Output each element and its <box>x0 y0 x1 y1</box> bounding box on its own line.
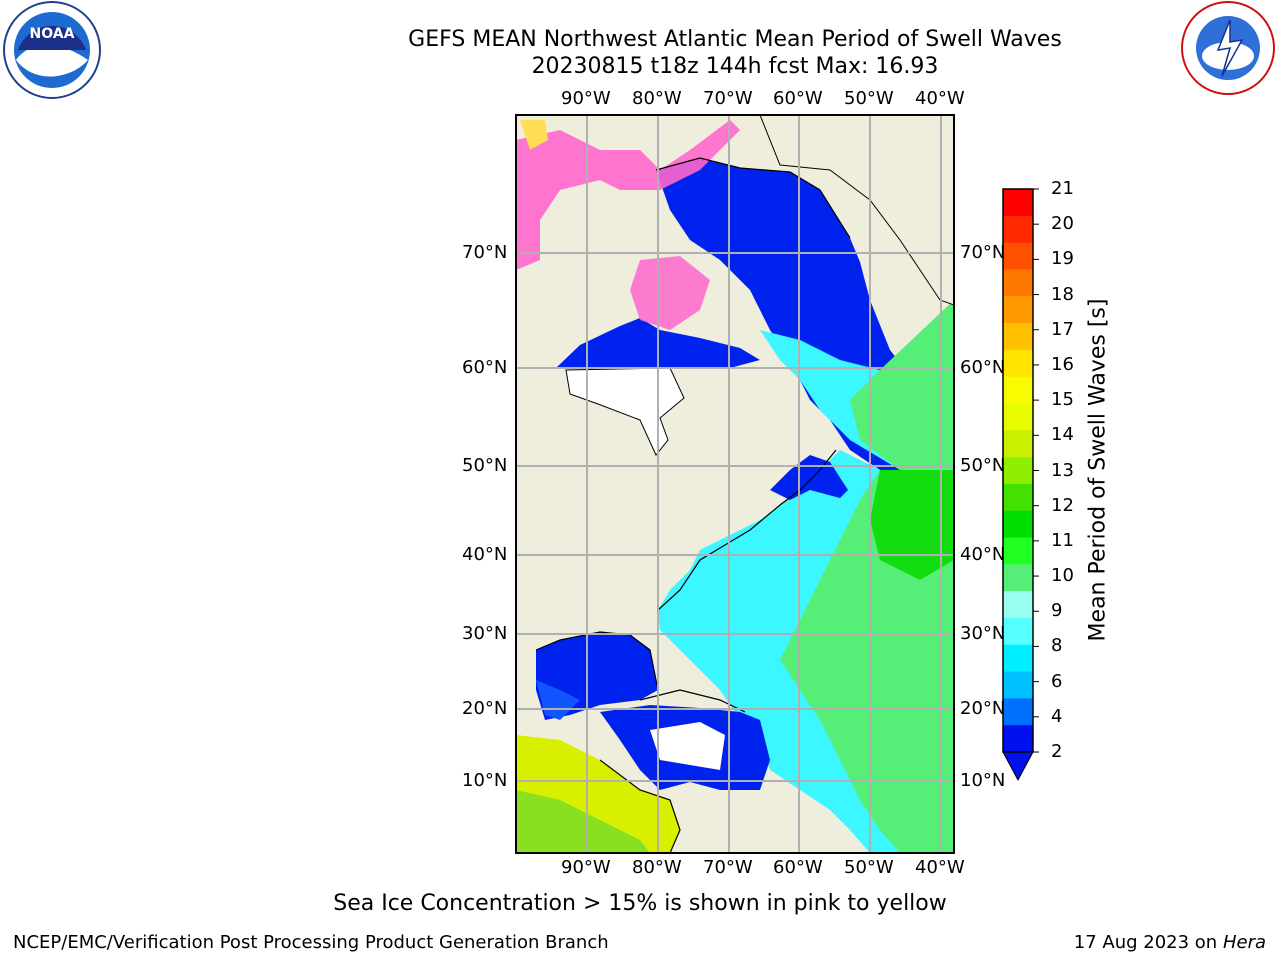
colorbar-segment <box>1003 242 1033 270</box>
sea-ice-archipelago <box>516 120 740 270</box>
sea-ice-foxe-basin <box>630 256 710 330</box>
colorbar-segment <box>1003 698 1033 726</box>
colorbar-segment <box>1003 591 1033 619</box>
colorbar-segment <box>1003 537 1033 565</box>
footer-credit: NCEP/EMC/Verification Post Processing Pr… <box>13 932 609 953</box>
colorbar-tick-label: 6 <box>1051 670 1063 692</box>
colorbar-segment <box>1003 510 1033 539</box>
colorbar-segment <box>1003 189 1033 217</box>
footer-date-text: 17 Aug 2023 on <box>1073 932 1218 953</box>
colorbar-segment <box>1003 483 1033 512</box>
lon-label-bottom: 50°W <box>844 857 894 878</box>
colorbar-segment <box>1003 671 1033 699</box>
lon-label-top: 40°W <box>915 88 965 109</box>
colorbar-extend-arrow <box>1002 751 1034 782</box>
caribbean-missing <box>650 722 725 770</box>
lat-label-left: 50°N <box>462 455 508 476</box>
colorbar-tick-label: 9 <box>1051 600 1063 622</box>
colorbar-segment <box>1003 215 1033 244</box>
colorbar-tick-label: 20 <box>1051 213 1074 235</box>
noaa-logo: NOAA <box>3 1 101 99</box>
colorbar-tick-label: 10 <box>1051 565 1074 587</box>
lat-label-right: 70°N <box>960 242 1006 263</box>
lon-label-bottom: 40°W <box>915 857 965 878</box>
colorbar-title: Mean Period of Swell Waves [s] <box>1085 298 1111 642</box>
colorbar-segment <box>1003 617 1033 646</box>
colorbar-segment <box>1003 457 1033 485</box>
colorbar-tick-label: 11 <box>1051 529 1074 551</box>
lon-label-top: 90°W <box>561 88 611 109</box>
lat-label-left: 40°N <box>462 544 508 565</box>
lat-label-right: 20°N <box>960 698 1006 719</box>
map-gridlines <box>516 115 954 853</box>
map-frame <box>515 114 955 854</box>
colorbar-tick-label: 19 <box>1051 248 1074 270</box>
south-america-field-low <box>516 790 650 853</box>
chart-subtitle: 20230815 t18z 144h fcst Max: 16.93 <box>531 54 939 79</box>
colorbar-segment <box>1003 430 1033 458</box>
lon-label-top: 50°W <box>844 88 894 109</box>
map-panel <box>515 114 955 854</box>
footer-date: 17 Aug 2023 on Hera <box>1074 932 1266 953</box>
lat-label-right: 30°N <box>960 623 1006 644</box>
chart-title: GEFS MEAN Northwest Atlantic Mean Period… <box>408 27 1062 52</box>
lat-label-left: 20°N <box>462 698 508 719</box>
colorbar-segment <box>1003 644 1033 673</box>
colorbar-tick-label: 18 <box>1051 283 1074 305</box>
colorbar-segment <box>1003 403 1033 431</box>
hudson-bay <box>565 367 685 456</box>
lon-label-top: 60°W <box>773 88 823 109</box>
colorbar-tick-label: 8 <box>1051 635 1063 657</box>
colorbar-tick-label: 15 <box>1051 389 1074 411</box>
lat-label-left: 70°N <box>462 242 508 263</box>
colorbar-tick-label: 21 <box>1051 178 1074 199</box>
lon-label-bottom: 70°W <box>703 857 753 878</box>
colorbar-tick-label: 4 <box>1051 705 1063 727</box>
greenland-high <box>850 300 954 470</box>
lon-label-bottom: 60°W <box>773 857 823 878</box>
colorbar-tick-label: 13 <box>1051 459 1074 481</box>
lat-label-right: 10°N <box>960 770 1006 791</box>
colorbar-segment <box>1003 323 1033 351</box>
lat-label-right: 60°N <box>960 357 1006 378</box>
colorbar-tick-label: 17 <box>1051 318 1074 340</box>
colorbar-segment <box>1003 269 1033 297</box>
lat-label-right: 40°N <box>960 544 1006 565</box>
lat-label-left: 60°N <box>462 357 508 378</box>
sea-ice-caption: Sea Ice Concentration > 15% is shown in … <box>333 891 947 916</box>
colorbar-segment <box>1003 725 1033 753</box>
colorbar-tick-label: 12 <box>1051 494 1074 516</box>
lon-label-bottom: 90°W <box>561 857 611 878</box>
colorbar-segment <box>1003 376 1033 404</box>
colorbar-tick-label: 16 <box>1051 353 1074 375</box>
lon-label-top: 80°W <box>632 88 682 109</box>
lat-label-left: 30°N <box>462 623 508 644</box>
colorbar <box>1002 188 1039 782</box>
lon-label-bottom: 80°W <box>632 857 682 878</box>
lon-label-top: 70°W <box>703 88 753 109</box>
lat-label-left: 10°N <box>462 770 508 791</box>
nws-logo <box>1181 1 1275 95</box>
colorbar-segment <box>1003 564 1033 592</box>
colorbar-tick-label: 14 <box>1051 424 1074 446</box>
colorbar-segment <box>1003 296 1033 324</box>
colorbar-segment <box>1003 349 1033 378</box>
sea-ice-thick <box>520 120 548 150</box>
colorbar-tick-label: 2 <box>1051 741 1063 762</box>
atlantic-peak-period <box>870 470 954 580</box>
footer-host: Hera <box>1222 932 1266 953</box>
greenland <box>759 115 954 306</box>
lat-label-right: 50°N <box>960 455 1006 476</box>
svg-text:NOAA: NOAA <box>30 26 75 42</box>
